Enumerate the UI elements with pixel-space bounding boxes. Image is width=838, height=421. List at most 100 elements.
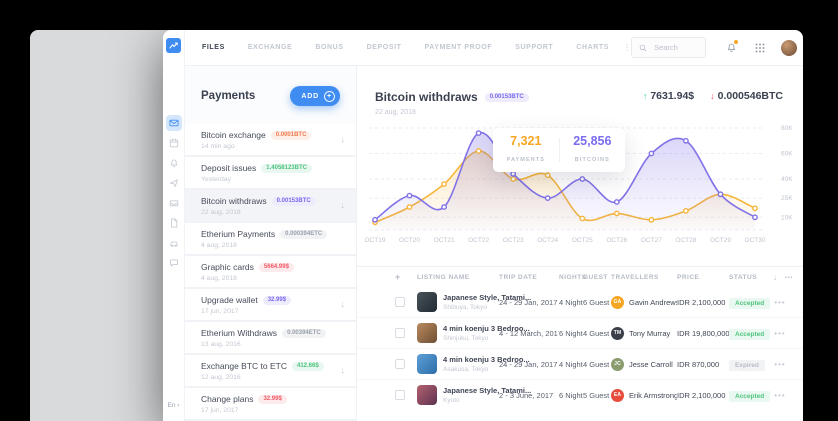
listing-thumbnail — [417, 292, 437, 312]
svg-text:OCT19: OCT19 — [365, 237, 386, 244]
mail-icon[interactable] — [165, 115, 182, 131]
topbar: FILES EXCHANGE BONUS DEPOSIT PAYMENT PROOF SU… — [185, 30, 803, 66]
row-checkbox[interactable] — [395, 359, 405, 369]
col-listing-name: LISTING NAME — [417, 273, 470, 281]
row-more-icon[interactable]: ••• — [774, 359, 786, 369]
payment-item[interactable]: Etherium Withdraws 0.00394ETC 13 aug, 2016 — [185, 322, 356, 355]
app-logo[interactable] — [166, 38, 181, 53]
listing-thumbnail — [417, 354, 437, 374]
payment-item[interactable]: Graphic cards 5664.99$ 4 aug, 2018 — [185, 256, 356, 289]
payments-list: Bitcoin exchange 0.0001BTC 14 min ago ↓ Depo… — [185, 124, 356, 421]
svg-text:OCT29: OCT29 — [710, 237, 731, 244]
sort-icon[interactable]: ↓ — [773, 272, 778, 282]
listing-location: Shinjuku, Tokyo — [443, 335, 489, 342]
add-row-icon[interactable]: + — [395, 272, 401, 282]
price: IDR 870,000 — [677, 359, 720, 369]
notification-dot — [734, 40, 738, 44]
nav-item-payment-proof[interactable]: PAYMENT PROOF — [424, 44, 493, 51]
chat-icon[interactable] — [166, 255, 182, 271]
traveller-name: Tony Murray — [629, 328, 671, 338]
listing-location: Asakusa, Tokyo — [443, 366, 489, 373]
payment-item[interactable]: Bitcoin exchange 0.0001BTC 14 min ago ↓ — [185, 124, 356, 157]
row-more-icon[interactable]: ••• — [774, 390, 786, 400]
traveller-name: Erik Armstrong — [629, 390, 677, 400]
guest: 6 Guest — [583, 297, 610, 307]
payment-item[interactable]: Change plans 32.99$ 17 jun, 2017 — [185, 388, 356, 421]
document-icon[interactable] — [166, 215, 182, 231]
icon-rail: En › — [163, 30, 185, 421]
nav-overflow-icon[interactable]: ⋮ — [623, 43, 632, 52]
add-button[interactable]: ADD + — [290, 86, 340, 106]
payments-panel: Payments ADD + Bitcoin exchange 0.0001BTC… — [185, 66, 357, 421]
payment-item[interactable]: Upgrade wallet 32.99$ 17 jun, 2017 ↓ — [185, 289, 356, 322]
language-switcher[interactable]: En › — [163, 402, 184, 409]
nav-item-support[interactable]: SUPPORT — [515, 44, 554, 51]
apps-grid-icon[interactable] — [755, 43, 765, 53]
nights: 4 Nights — [559, 359, 583, 369]
nav-item-exchange[interactable]: EXCHANGE — [247, 44, 293, 51]
payment-name: Etherium Payments — [201, 229, 276, 239]
nav-item-deposit[interactable]: DEPOSIT — [366, 44, 402, 51]
status-badge: Accepted — [729, 297, 771, 309]
payment-item[interactable]: Bitcoin withdraws 0.00153BTC 22 aug, 2018 ↓ — [185, 190, 356, 223]
trip-date: 24 - 29 Jan, 2017 — [499, 297, 558, 307]
user-avatar[interactable] — [781, 39, 797, 56]
download-icon[interactable]: ↓ — [340, 200, 346, 210]
payment-item[interactable]: Deposit issues 1.4058123BTC Yesterday — [185, 157, 356, 190]
header-more-icon[interactable]: ⋯ — [784, 272, 793, 282]
inbox-icon[interactable] — [166, 195, 182, 211]
payment-amount-badge: 32.99$ — [262, 295, 292, 305]
traveller-avatar: TM — [611, 326, 624, 340]
notifications-bell-icon[interactable] — [726, 40, 738, 53]
search-input[interactable] — [652, 42, 698, 53]
table-row[interactable]: 4 min koenju 3 Bedroo... Asakusa, Tokyo 24… — [357, 349, 803, 380]
payment-amount-badge: 0.0001BTC — [270, 130, 312, 140]
price: IDR 19,800,000 — [677, 328, 729, 338]
trip-date: 2 - 3 June, 2017 — [499, 390, 554, 400]
payment-item[interactable]: Etherium Payments 0.000394ETC 4 aug, 2018 — [185, 223, 356, 256]
payment-item[interactable]: Exchange BTC to ETC 412.66$ 12 aug, 2016 ↓ — [185, 355, 356, 388]
download-icon[interactable]: ↓ — [340, 299, 346, 309]
payment-time: 12 aug, 2016 — [201, 374, 241, 381]
chevron-right-icon: › — [177, 402, 180, 409]
trip-date: 24 - 29 Jan, 2017 — [499, 359, 558, 369]
col-guest: GUEST — [583, 273, 608, 281]
download-icon[interactable]: ↓ — [340, 134, 346, 144]
nav-item-charts[interactable]: CHARTS — [576, 44, 610, 51]
table-row[interactable]: 4 min koenju 3 Bedroo... Shinjuku, Tokyo 4… — [357, 318, 803, 349]
row-checkbox[interactable] — [395, 390, 405, 400]
nav-item-files[interactable]: FILES — [202, 44, 225, 51]
svg-text:OCT21: OCT21 — [434, 237, 455, 244]
download-icon[interactable]: ↓ — [340, 365, 346, 375]
row-checkbox[interactable] — [395, 328, 405, 338]
status-badge: Accepted — [729, 328, 771, 340]
panel-title: Payments — [201, 90, 256, 102]
chart[interactable]: 80K 60K 40K 25K 10K OCT19 OCT20 OCT21 OCT22 OCT23… — [357, 116, 803, 248]
price: IDR 2,100,000 — [677, 390, 726, 400]
send-icon[interactable] — [166, 175, 182, 191]
col-price: PRICE — [677, 273, 700, 281]
guest: 5 Guest — [583, 390, 610, 400]
payment-name: Upgrade wallet — [201, 295, 258, 305]
svg-text:25K: 25K — [781, 195, 793, 202]
payment-amount-badge: 1.4058123BTC — [261, 163, 312, 173]
arrow-up-icon: ↑ — [642, 91, 648, 101]
tooltip-bitcoins-label: BITCOINS — [574, 157, 610, 163]
row-more-icon[interactable]: ••• — [774, 297, 786, 307]
calendar-icon[interactable] — [166, 135, 182, 151]
row-more-icon[interactable]: ••• — [774, 328, 786, 338]
car-icon[interactable] — [166, 235, 182, 251]
row-checkbox[interactable] — [395, 297, 405, 307]
payment-name: Deposit issues — [201, 163, 257, 173]
table-row[interactable]: Japanese Style, Tatami... Kyoto 2 - 3 June… — [357, 380, 803, 410]
payment-time: Yesterday — [201, 176, 231, 183]
status-badge: Expired — [729, 359, 765, 371]
nav-item-bonus[interactable]: BONUS — [315, 44, 344, 51]
search-box[interactable] — [631, 37, 706, 58]
bell-icon[interactable] — [166, 155, 182, 171]
table-row[interactable]: Japanese Style, Tatami... Shibuya, Tokyo 2… — [357, 287, 803, 318]
table-header: + LISTING NAME TRIP DATE NIGHTS GUEST TR… — [357, 267, 803, 287]
payment-time: 17 jun, 2017 — [201, 308, 239, 315]
listing-thumbnail — [417, 323, 437, 343]
